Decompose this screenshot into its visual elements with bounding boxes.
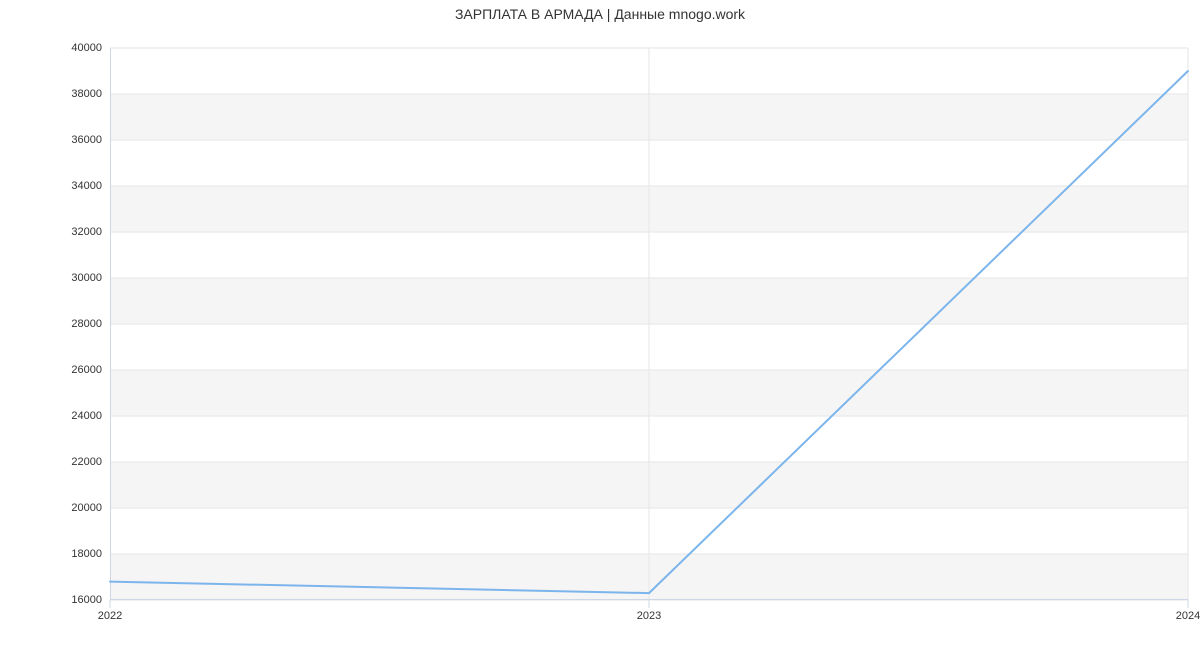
- chart-plot: [110, 48, 1188, 600]
- y-tick-label: 36000: [71, 134, 102, 146]
- y-tick-label: 28000: [71, 318, 102, 330]
- y-tick-label: 18000: [71, 548, 102, 560]
- y-tick-label: 16000: [71, 594, 102, 606]
- y-tick-label: 30000: [71, 272, 102, 284]
- y-tick-label: 32000: [71, 226, 102, 238]
- y-tick-label: 38000: [71, 88, 102, 100]
- y-tick-label: 22000: [71, 456, 102, 468]
- chart-title: ЗАРПЛАТА В АРМАДА | Данные mnogo.work: [0, 6, 1200, 22]
- chart-container: ЗАРПЛАТА В АРМАДА | Данные mnogo.work 16…: [0, 0, 1200, 650]
- y-tick-label: 34000: [71, 180, 102, 192]
- x-tick-label: 2023: [619, 610, 679, 622]
- x-tick-label: 2022: [80, 610, 140, 622]
- y-tick-label: 26000: [71, 364, 102, 376]
- y-tick-label: 24000: [71, 410, 102, 422]
- y-tick-label: 20000: [71, 502, 102, 514]
- y-tick-label: 40000: [71, 42, 102, 54]
- x-tick-label: 2024: [1158, 610, 1200, 622]
